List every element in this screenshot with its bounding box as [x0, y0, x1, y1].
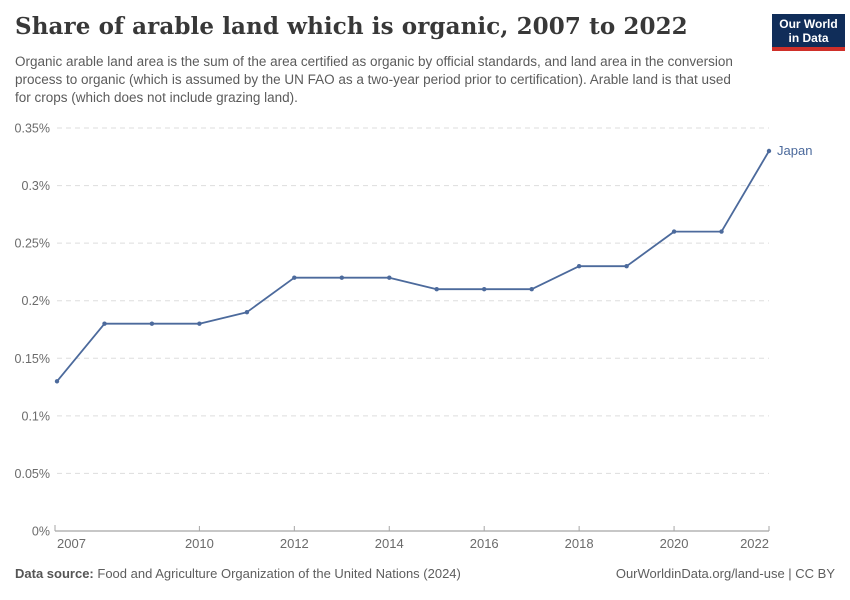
data-point-marker[interactable] — [197, 321, 202, 326]
data-point-marker[interactable] — [482, 287, 487, 292]
x-tick-label: 2016 — [470, 536, 499, 551]
chart-title: Share of arable land which is organic, 2… — [15, 13, 688, 40]
data-point-marker[interactable] — [719, 229, 724, 234]
data-point-marker[interactable] — [102, 321, 107, 326]
data-source-note: Data source: Food and Agriculture Organi… — [15, 566, 461, 581]
x-tick-label: 2007 — [57, 536, 86, 551]
y-tick-label: 0.05% — [15, 467, 50, 481]
data-point-marker[interactable] — [576, 264, 582, 269]
y-tick-label: 0.2% — [22, 294, 51, 308]
data-point-marker[interactable] — [529, 287, 534, 292]
owid-logo: Our World in Data — [772, 14, 845, 51]
line-series-japan[interactable] — [56, 150, 770, 383]
data-point-marker[interactable] — [671, 229, 677, 234]
owid-logo-line2: in Data — [788, 30, 829, 45]
y-tick-label: 0.25% — [15, 237, 50, 251]
data-source-label: Data source: — [15, 566, 94, 581]
data-point-marker[interactable] — [434, 287, 439, 292]
chart-subtitle: Organic arable land area is the sum of t… — [15, 54, 733, 105]
x-tick-label: 2010 — [185, 536, 214, 551]
y-tick-label: 0% — [32, 525, 50, 539]
x-tick-label: 2014 — [375, 536, 404, 551]
data-point-marker[interactable] — [149, 321, 155, 326]
y-tick-label: 0.35% — [15, 122, 50, 136]
data-source-text: Food and Agriculture Organization of the… — [97, 566, 461, 581]
chart-footer: Data source: Food and Agriculture Organi… — [15, 566, 835, 581]
x-tick-label: 2018 — [565, 536, 594, 551]
series-label-japan[interactable]: Japan — [777, 143, 813, 159]
y-tick-label: 0.15% — [15, 352, 50, 366]
owid-logo-line1: Our World — [779, 16, 838, 31]
data-point-marker[interactable] — [766, 148, 772, 154]
data-point-marker[interactable] — [624, 264, 629, 269]
x-tick-label: 2012 — [280, 536, 309, 551]
y-tick-label: 0.3% — [22, 179, 51, 193]
data-point-marker[interactable] — [292, 275, 297, 280]
y-tick-label: 0.1% — [22, 409, 51, 423]
data-point-marker[interactable] — [339, 275, 344, 280]
data-point-marker[interactable] — [54, 379, 60, 384]
x-tick-label: 2022 — [740, 536, 769, 551]
x-tick-label: 2020 — [660, 536, 689, 551]
license-credit: OurWorldinData.org/land-use | CC BY — [615, 566, 835, 581]
data-point-marker[interactable] — [387, 275, 392, 280]
data-point-marker[interactable] — [244, 310, 250, 315]
